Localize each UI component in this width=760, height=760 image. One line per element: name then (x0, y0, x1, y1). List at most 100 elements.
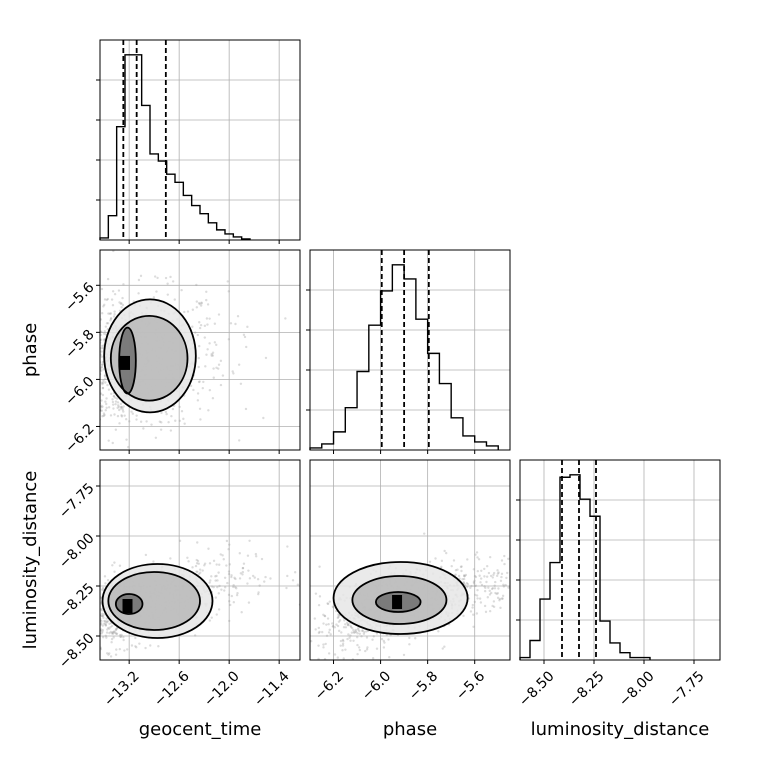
scatter-point (91, 603, 93, 605)
scatter-point (356, 632, 359, 635)
scatter-point (349, 639, 352, 642)
scatter-point (440, 565, 443, 569)
scatter-point (97, 344, 99, 346)
scatter-point (70, 324, 72, 326)
scatter-point (96, 441, 98, 443)
scatter-point (264, 356, 268, 360)
scatter-point (106, 322, 110, 325)
scatter-point (216, 585, 219, 589)
scatter-point (284, 317, 287, 320)
scatter-point (97, 655, 99, 657)
scatter-point (236, 591, 239, 595)
scatter-point (483, 567, 486, 571)
scatter-point (122, 405, 125, 408)
scatter-point (97, 386, 99, 388)
scatter-point (199, 418, 202, 421)
scatter-point (212, 559, 216, 563)
scatter-point (223, 589, 226, 592)
scatter-point (495, 592, 498, 596)
scatter-point (344, 648, 347, 651)
scatter-point (170, 414, 173, 418)
scatter-point (514, 597, 516, 599)
scatter-point (166, 293, 170, 296)
scatter-point (116, 401, 120, 404)
scatter-point (85, 613, 87, 615)
scatter-point (91, 414, 93, 416)
scatter-point (483, 589, 487, 593)
scatter-point (102, 379, 105, 382)
scatter-point (78, 376, 80, 378)
x-axis-label-geocent_time: geocent_time (139, 719, 262, 740)
scatter-point (100, 609, 104, 612)
scatter-point (118, 301, 121, 304)
scatter-point (76, 619, 78, 621)
scatter-point (232, 601, 236, 604)
scatter-point (117, 289, 121, 292)
scatter-point (123, 414, 126, 417)
scatter-point (492, 600, 496, 603)
scatter-point (423, 532, 426, 535)
scatter-point (104, 400, 107, 403)
contour-middle (107, 571, 201, 631)
scatter-point (104, 582, 107, 585)
x-tick-label: −8.00 (616, 668, 658, 710)
scatter-point (75, 360, 77, 362)
scatter-point (215, 563, 218, 566)
scatter-point (69, 375, 71, 377)
scatter-point (91, 419, 93, 421)
scatter-point (445, 551, 448, 555)
scatter-point (217, 313, 221, 316)
scatter-point (101, 614, 104, 618)
scatter-point (120, 306, 123, 309)
scatter-point (101, 636, 105, 639)
scatter-point (111, 564, 114, 567)
scatter-point (349, 634, 352, 637)
scatter-point (73, 628, 75, 630)
scatter-point (101, 405, 104, 408)
scatter-point (96, 370, 98, 372)
scatter-point (227, 593, 231, 597)
scatter-point (164, 410, 168, 414)
scatter-point (87, 628, 89, 630)
scatter-point (74, 624, 76, 626)
scatter-point (214, 575, 217, 578)
scatter-point (122, 283, 125, 286)
scatter-point (100, 333, 103, 337)
scatter-point (263, 580, 266, 583)
scatter-point (114, 628, 118, 632)
density-peak (122, 599, 133, 613)
scatter-point (119, 407, 123, 410)
scatter-point (219, 383, 223, 387)
scatter-point (237, 363, 241, 366)
scatter-point (112, 250, 115, 253)
scatter-point (72, 669, 74, 671)
scatter-point (194, 564, 198, 568)
scatter-point (83, 319, 85, 321)
scatter-point (428, 560, 432, 563)
scatter-point (513, 584, 515, 586)
scatter-point (100, 369, 103, 372)
scatter-point (333, 653, 337, 656)
scatter-point (500, 572, 504, 576)
y-axis-label-phase: phase (20, 323, 41, 377)
scatter-point (100, 647, 103, 651)
scatter-point (91, 368, 93, 370)
scatter-point (198, 302, 201, 306)
scatter-point (81, 616, 83, 618)
scatter-point (323, 614, 327, 618)
scatter-point (96, 448, 98, 450)
scatter-point (178, 419, 181, 423)
scatter-point (361, 629, 364, 633)
scatter-point (139, 420, 143, 423)
scatter-point (97, 374, 99, 376)
panel-frame (309, 249, 511, 451)
scatter-point (317, 626, 321, 630)
scatter-point (474, 584, 478, 587)
scatter-point (485, 580, 488, 584)
scatter-point (197, 356, 200, 360)
scatter-point (241, 567, 245, 570)
scatter-point (186, 556, 189, 559)
scatter-point (157, 645, 160, 648)
scatter-point (490, 591, 493, 595)
scatter-point (112, 395, 116, 398)
